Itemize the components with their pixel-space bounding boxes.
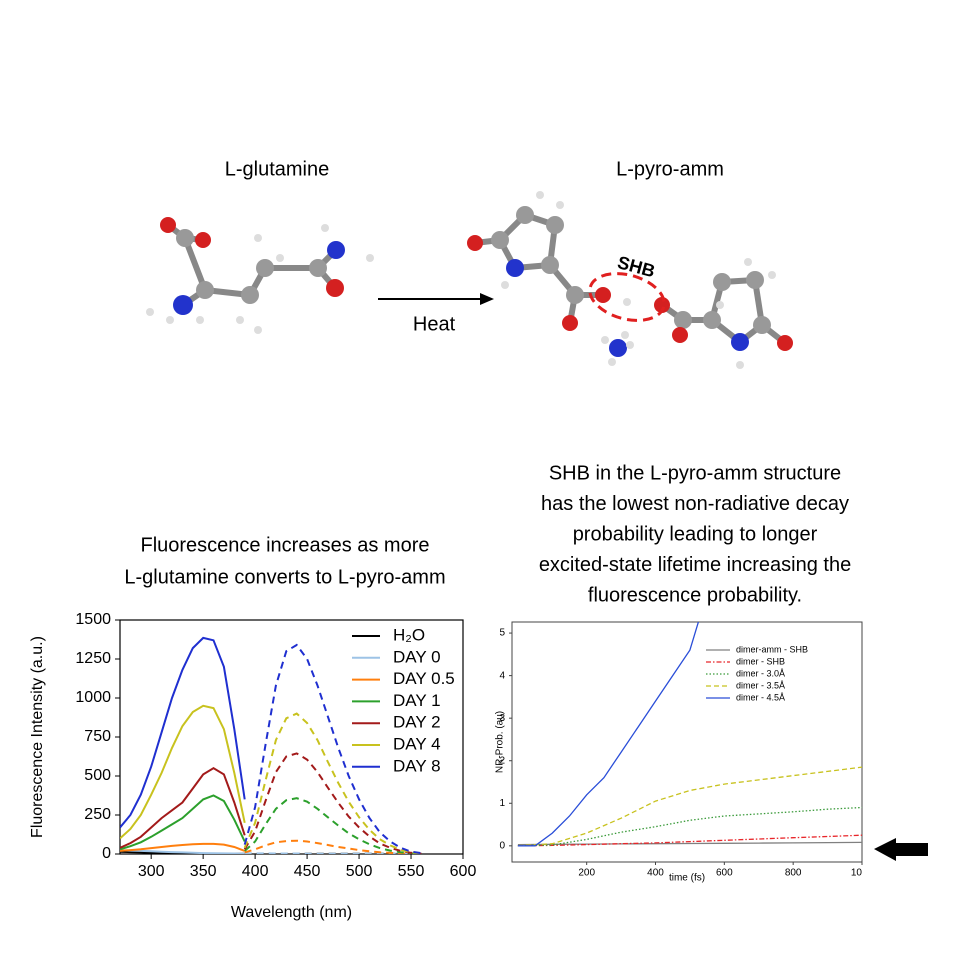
excitation-line <box>120 842 246 852</box>
y-tick-label: 1250 <box>75 650 111 667</box>
chart-title: fluorescence probability. <box>588 584 802 606</box>
y-tick-label: 1500 <box>75 611 111 628</box>
y-tick-label: 1000 <box>75 689 111 706</box>
condition-label: Heat <box>413 313 456 335</box>
glutamine-molecule <box>146 217 374 334</box>
x-tick-label: 550 <box>398 863 425 880</box>
axes: 300 350 400 450 500 550 600 0 250 500 750 1000 1250 1… <box>29 611 476 921</box>
x-tick-label: 350 <box>190 863 217 880</box>
y-tick-label: 0 <box>499 840 505 851</box>
y-tick-label: 250 <box>84 806 111 823</box>
y-tick-label: 0 <box>102 845 111 862</box>
emission-line <box>243 643 422 854</box>
x-tick-label: 1000 <box>851 868 874 879</box>
y-tick-label: 750 <box>84 728 111 745</box>
shb-highlight <box>588 272 666 322</box>
y-tick-label: 3 <box>499 713 505 724</box>
legend-label: H₂O <box>393 625 425 644</box>
chart-title: L-glutamine converts to L-pyro-amm <box>124 566 445 588</box>
chart-title: has the lowest non-radiative decay <box>541 493 849 515</box>
x-tick-label: 450 <box>294 863 321 880</box>
y-axis-label: Fluorescence Intensity (a.u.) <box>29 636 46 838</box>
legend-label: dimer - 4.5Å <box>736 692 785 702</box>
legend-label: DAY 1 <box>393 691 441 710</box>
legend-label: DAY 4 <box>393 734 441 753</box>
chart-title: probability leading to longer <box>573 523 818 545</box>
y-tick-label: 4 <box>499 670 505 681</box>
legend-label: DAY 0.5 <box>393 669 455 688</box>
x-axis-label: Wavelength (nm) <box>231 904 352 921</box>
legend-label: dimer - 3.0Å <box>736 668 785 678</box>
excitation-line <box>120 636 246 829</box>
x-tick-label: 400 <box>647 868 664 879</box>
emission-line <box>244 852 422 854</box>
legend-label: dimer - 3.5Å <box>736 680 785 690</box>
legend-label: DAY 0 <box>393 647 441 666</box>
excitation-line <box>120 849 245 854</box>
x-tick-label: 200 <box>578 868 595 879</box>
series-line <box>517 766 862 847</box>
y-tick-label: 1 <box>499 798 505 809</box>
axes: 0 1 2 3 4 5 time (fs) NR-Prob. (au) dimer-amm - … <box>495 628 863 884</box>
reaction-arrow <box>378 293 494 305</box>
series-line <box>517 622 700 847</box>
chart-title: SHB in the L-pyro-amm structure <box>549 462 841 484</box>
plot-frame <box>511 621 863 863</box>
pointer-arrow <box>874 838 928 861</box>
y-tick-label: 2 <box>499 755 505 766</box>
y-tick-label: 500 <box>84 767 111 784</box>
emission-line <box>243 712 422 854</box>
series-line <box>517 841 862 846</box>
x-axis-label: time (fs) <box>669 873 705 884</box>
chart-title: Fluorescence increases as more <box>140 534 429 556</box>
legend-label: dimer - SHB <box>736 656 785 666</box>
series-line <box>517 834 862 847</box>
excitation-line <box>120 704 246 840</box>
legend-label: dimer-amm - SHB <box>736 644 808 654</box>
legend-label: DAY 2 <box>393 713 441 732</box>
chart-title: excited-state lifetime increasing the <box>539 554 851 576</box>
product-label: L-pyro-amm <box>616 158 724 180</box>
y-tick-label: 5 <box>499 628 505 639</box>
x-tick-label: 400 <box>242 863 269 880</box>
x-tick-label: 600 <box>450 863 477 880</box>
pyro-amm-molecule <box>467 191 793 369</box>
excitation-line <box>120 767 246 849</box>
x-tick-label: 500 <box>346 863 373 880</box>
reactant-label: L-glutamine <box>225 158 330 180</box>
axes: 200 400 600 800 1000 <box>578 868 874 879</box>
plot-area <box>120 636 422 854</box>
emission-line <box>243 752 422 854</box>
plot-area <box>517 622 862 847</box>
excitation-line <box>120 794 246 851</box>
x-tick-label: 800 <box>785 868 802 879</box>
y-axis-label: NR-Prob. (au) <box>495 711 506 773</box>
emission-line <box>244 839 422 854</box>
legend-label: DAY 8 <box>393 756 441 775</box>
x-tick-label: 600 <box>716 868 733 879</box>
x-tick-label: 300 <box>138 863 165 880</box>
emission-line <box>244 797 422 854</box>
